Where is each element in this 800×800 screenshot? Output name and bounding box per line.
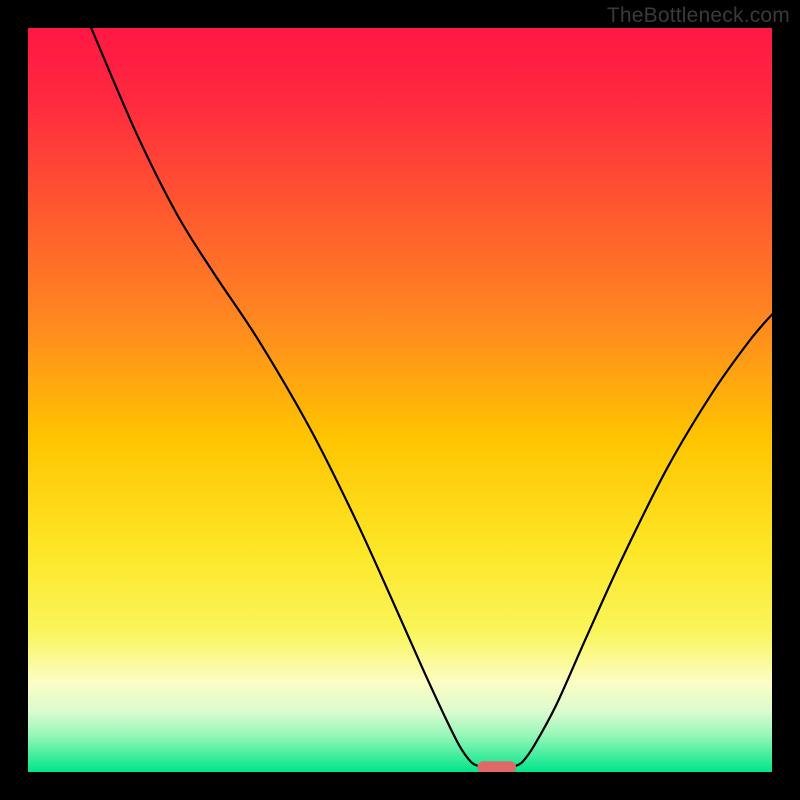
- bottleneck-chart: TheBottleneck.com: [0, 0, 800, 800]
- optimal-marker: [477, 761, 516, 773]
- chart-svg: [0, 0, 800, 800]
- watermark-text: TheBottleneck.com: [607, 4, 790, 28]
